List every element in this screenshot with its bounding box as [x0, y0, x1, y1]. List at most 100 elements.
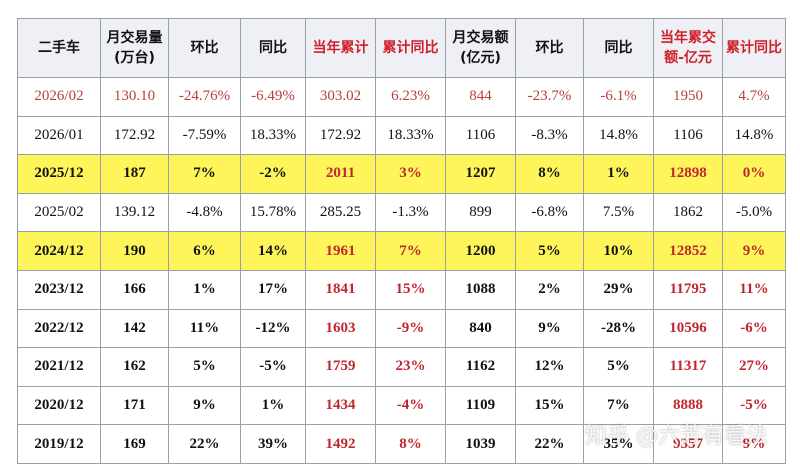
table-cell: -12% [240, 308, 306, 349]
table-cell: 7% [168, 154, 241, 194]
table-cell: 166 [100, 269, 169, 310]
table-cell: 10596 [653, 308, 723, 349]
table-cell: -5% [240, 347, 306, 387]
column-header: 环比 [168, 18, 241, 78]
row-label: 2022/12 [17, 308, 101, 349]
table-cell: 9% [168, 385, 241, 426]
table-cell: 190 [100, 231, 169, 271]
table-cell: 8% [375, 424, 446, 464]
table-cell: 285.25 [305, 192, 376, 233]
table-cell: 1088 [445, 269, 516, 310]
table-cell: 11317 [653, 347, 723, 387]
table-cell: 9% [722, 424, 786, 464]
row-label: 2019/12 [17, 424, 101, 464]
table-cell: 15% [375, 269, 446, 310]
table-cell: 2% [515, 269, 584, 310]
table-cell: 5% [168, 347, 241, 387]
table-cell: 1106 [445, 115, 516, 156]
table-cell: 303.02 [305, 77, 376, 117]
table-cell: 6% [168, 231, 241, 271]
table-cell: 6.23% [375, 77, 446, 117]
table-cell: 11% [722, 269, 786, 310]
table-row: 2025/02 139.12 -4.8% 15.78% 285.25 -1.3% 899 -6… [17, 192, 786, 233]
table-cell: -6.1% [583, 77, 654, 117]
table-cell: 5% [515, 231, 584, 271]
column-header: 累计同比 [722, 18, 786, 78]
table-cell: 171 [100, 385, 169, 426]
table-row: 2020/12 171 9% 1% 1434 -4% 1109 15% 7% 8888 -5% [17, 385, 786, 426]
table-row: 2024/12 190 6% 14% 1961 7% 1200 5% 10% 12852 9% [17, 231, 786, 271]
header-row: 二手车 月交易量 (万台) 环比 同比 当年累计 累计同比 月交易额 (亿元) 环比 同比 当年累… [17, 18, 786, 78]
table-cell: -28% [583, 308, 654, 349]
table-cell: -24.76% [168, 77, 241, 117]
table-cell: 10% [583, 231, 654, 271]
table-cell: 1039 [445, 424, 516, 464]
table-cell: 8888 [653, 385, 723, 426]
table-cell: 18.33% [375, 115, 446, 156]
table-cell: 1200 [445, 231, 516, 271]
table-cell: 4.7% [722, 77, 786, 117]
table-cell: 1162 [445, 347, 516, 387]
table-cell: 7% [375, 231, 446, 271]
table-cell: 22% [168, 424, 241, 464]
table-row: 2021/12 162 5% -5% 1759 23% 1162 12% 5% 11317 27% [17, 347, 786, 387]
table-cell: -2% [240, 154, 306, 194]
table-cell: 142 [100, 308, 169, 349]
column-header: 环比 [515, 18, 584, 78]
table-cell: 172.92 [100, 115, 169, 156]
table-cell: 1434 [305, 385, 376, 426]
row-label: 2020/12 [17, 385, 101, 426]
column-header: 累计同比 [375, 18, 446, 78]
table-row: 2023/12 166 1% 17% 1841 15% 1088 2% 29% 11795 11% [17, 269, 786, 310]
table-cell: 1862 [653, 192, 723, 233]
table-cell: -1.3% [375, 192, 446, 233]
table-cell: 187 [100, 154, 169, 194]
table-cell: 12852 [653, 231, 723, 271]
table-cell: 139.12 [100, 192, 169, 233]
table-cell: 1950 [653, 77, 723, 117]
table-cell: 15.78% [240, 192, 306, 233]
table-cell: 7% [583, 385, 654, 426]
table-cell: 15% [515, 385, 584, 426]
table-row: 2026/02 130.10 -24.76% -6.49% 303.02 6.23% 844… [17, 77, 786, 117]
table-cell: 1603 [305, 308, 376, 349]
table-cell: -7.59% [168, 115, 241, 156]
table-cell: 2011 [305, 154, 376, 194]
table-cell: 14.8% [583, 115, 654, 156]
column-header: 同比 [583, 18, 654, 78]
table-cell: 1841 [305, 269, 376, 310]
row-label: 2024/12 [17, 231, 101, 271]
table-cell: 14% [240, 231, 306, 271]
table-cell: 9% [515, 308, 584, 349]
table-cell: 0% [722, 154, 786, 194]
table-cell: -8.3% [515, 115, 584, 156]
data-table: 二手车 月交易量 (万台) 环比 同比 当年累计 累计同比 月交易额 (亿元) 环比 同比 当年累… [17, 18, 786, 464]
table-cell: -6.8% [515, 192, 584, 233]
table-cell: 1% [583, 154, 654, 194]
table-cell: 7.5% [583, 192, 654, 233]
table-cell: 1961 [305, 231, 376, 271]
row-label: 2026/02 [17, 77, 101, 117]
table-cell: 840 [445, 308, 516, 349]
table-cell: -5% [722, 385, 786, 426]
table-cell: 130.10 [100, 77, 169, 117]
table-cell: 3% [375, 154, 446, 194]
column-header: 月交易量 (万台) [100, 18, 169, 78]
table-cell: 169 [100, 424, 169, 464]
table-row: 2022/12 142 11% -12% 1603 -9% 840 9% -28% 10596 -6… [17, 308, 786, 349]
row-label: 2025/12 [17, 154, 101, 194]
table-cell: -4% [375, 385, 446, 426]
table-cell: 11% [168, 308, 241, 349]
table-cell: 844 [445, 77, 516, 117]
table-cell: -4.8% [168, 192, 241, 233]
table-cell: 17% [240, 269, 306, 310]
row-label: 2023/12 [17, 269, 101, 310]
table-row: 2019/12 169 22% 39% 1492 8% 1039 22% 35% 9357 9% [17, 424, 786, 464]
table-cell: 8% [515, 154, 584, 194]
table-cell: 9357 [653, 424, 723, 464]
table-cell: 1% [168, 269, 241, 310]
table-cell: 1% [240, 385, 306, 426]
row-label: 2021/12 [17, 347, 101, 387]
table-cell: 11795 [653, 269, 723, 310]
